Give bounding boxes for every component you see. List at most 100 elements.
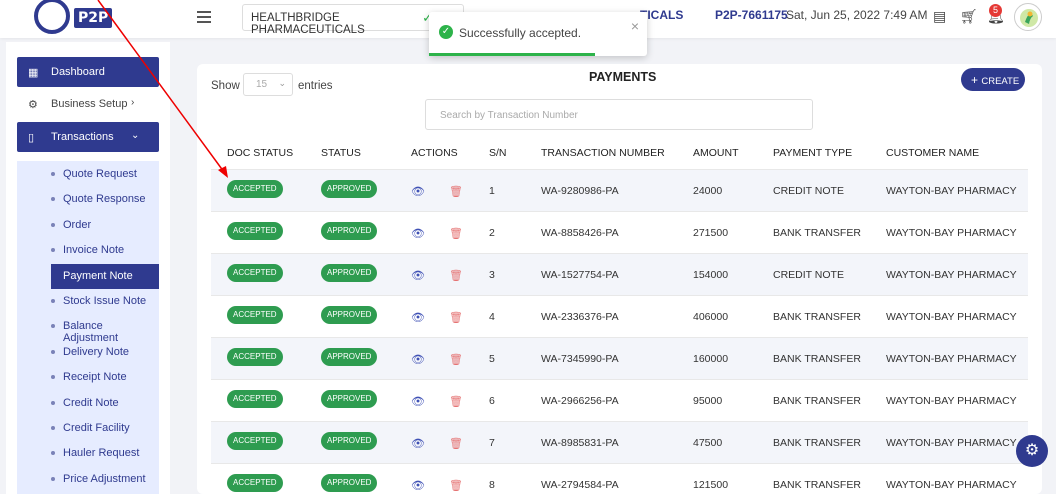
column-header[interactable]: STATUS [321,147,361,159]
doc-status-badge: ACCEPTED [227,474,283,492]
app-logo[interactable]: P2P [34,0,114,36]
transactions-submenu: Quote Request Quote Response Order Invoice … [17,161,159,494]
sidebar-subitem-label: Stock Issue Note [63,295,147,307]
status-badge: APPROVED [321,474,378,492]
cart-icon[interactable]: 🛒︎ [960,8,978,24]
view-icon[interactable]: 👁︎ [411,270,425,282]
amount: 95000 [693,395,723,407]
status-badge: APPROVED [321,390,378,408]
doc-status-badge: ACCEPTED [227,264,283,282]
bullet-icon [51,375,55,380]
delete-icon[interactable]: 🗑︎ [449,354,463,366]
sidebar-subitem-label: Receipt Note [63,371,127,384]
sidebar-subitem-invoice-note[interactable]: Invoice Note [17,238,159,263]
create-button[interactable]: + CREATE [961,68,1025,91]
sidebar-item-label: Transactions [51,131,114,143]
page-size-select[interactable]: 15 ⌄ [243,73,293,96]
amount: 121500 [693,479,729,491]
serial-number: 3 [489,269,495,281]
column-header[interactable]: CUSTOMER NAME [886,147,980,159]
table-row[interactable]: ACCEPTED APPROVED 👁︎ 🗑︎ 6 WA-2966256-PA 95000 B… [211,379,1028,421]
avatar[interactable] [1014,3,1042,31]
doc-status-badge: ACCEPTED [227,180,283,198]
sidebar: ▦ Dashboard ⚙ Business Setup › ▯ Transac… [6,42,170,494]
sidebar-subitem-quote-response[interactable]: Quote Response [17,187,159,212]
table-row[interactable]: ACCEPTED APPROVED 👁︎ 🗑︎ 7 WA-8985831-PA 47500 B… [211,421,1028,463]
search-input[interactable]: Search by Transaction Number [425,99,813,130]
view-icon[interactable]: 👁︎ [411,438,425,450]
table-row[interactable]: ACCEPTED APPROVED 👁︎ 🗑︎ 4 WA-2336376-PA 406000… [211,295,1028,337]
view-icon[interactable]: 👁︎ [411,480,425,492]
payment-type: BANK TRANSFER [773,311,861,323]
sidebar-subitem-label: Quote Response [63,193,146,206]
status-badge: APPROVED [321,432,378,450]
sidebar-subitem-order[interactable]: Order [17,213,159,238]
customer-name: WAYTON-BAY PHARMACY [886,311,1017,323]
view-icon[interactable]: 👁︎ [411,396,425,408]
table-row[interactable]: ACCEPTED APPROVED 👁︎ 🗑︎ 8 WA-2794584-PA 121500… [211,463,1028,494]
serial-number: 8 [489,479,495,491]
chevron-down-icon: ⌄ [278,78,286,88]
column-header[interactable]: ACTIONS [411,147,458,159]
table-header: DOC STATUS STATUS ACTIONS S/N TRANSACTION NU… [211,144,1028,169]
bullet-icon [51,299,55,303]
bullet-icon [51,451,55,456]
bullet-icon [51,426,55,430]
sidebar-subitem-payment-note[interactable]: Payment Note [51,263,159,289]
toast-progress-bar [429,53,595,56]
transactions-icon: ▯ [28,132,35,144]
column-header[interactable]: PAYMENT TYPE [773,147,853,159]
transaction-number: WA-9280986-PA [541,185,619,197]
sidebar-subitem-credit-note[interactable]: Credit Note [17,391,159,416]
gear-icon: ⚙ [1024,442,1040,459]
settings-fab-button[interactable]: ⚙ [1016,435,1048,467]
table-row[interactable]: ACCEPTED APPROVED 👁︎ 🗑︎ 2 WA-8858426-PA 271500… [211,211,1028,253]
gear-icon: ⚙ [28,99,38,111]
table-row[interactable]: ACCEPTED APPROVED 👁︎ 🗑︎ 5 WA-7345990-PA 160000… [211,337,1028,379]
column-header[interactable]: DOC STATUS [227,147,294,159]
menu-toggle-icon[interactable] [197,11,211,23]
status-badge: APPROVED [321,222,378,240]
sidebar-subitem-hauler-request[interactable]: Hauler Request [17,441,159,466]
view-icon[interactable]: 👁︎ [411,186,425,198]
sidebar-subitem-label: Balance Adjustment [63,320,119,345]
table-row[interactable]: ACCEPTED APPROVED 👁︎ 🗑︎ 3 WA-1527754-PA 154000… [211,253,1028,295]
sidebar-subitem-credit-facility[interactable]: Credit Facility [17,416,159,441]
delete-icon[interactable]: 🗑︎ [449,270,463,282]
amount: 271500 [693,227,729,239]
view-icon[interactable]: 👁︎ [411,354,425,366]
sidebar-subitem-receipt-note[interactable]: Receipt Note [17,365,159,390]
table-row[interactable]: ACCEPTED APPROVED 👁︎ 🗑︎ 1 WA-9280986-PA 24000 C… [211,169,1028,211]
sidebar-subitem-quote-request[interactable]: Quote Request [17,162,159,187]
sidebar-subitem-price-adjustment[interactable]: Price Adjustment [17,467,159,492]
column-header[interactable]: TRANSACTION NUMBER [541,147,665,159]
show-label: Show [211,80,240,92]
organization-select[interactable]: HEALTHBRIDGE PHARMACEUTICALS ✓ [242,4,464,36]
delete-icon[interactable]: 🗑︎ [449,186,463,198]
sidebar-subitem-delivery-note[interactable]: Delivery Note [17,340,159,365]
sidebar-item-dashboard[interactable]: ▦ Dashboard [17,57,159,87]
status-badge: APPROVED [321,348,378,366]
column-header[interactable]: AMOUNT [693,147,739,159]
sidebar-item-transactions[interactable]: ▯ Transactions ⌄ [17,122,159,152]
bullet-icon [51,222,55,227]
view-icon[interactable]: 👁︎ [411,312,425,324]
delete-icon[interactable]: 🗑︎ [449,396,463,408]
check-circle-icon: ✓ [439,25,453,39]
delete-icon[interactable]: 🗑︎ [449,312,463,324]
delete-icon[interactable]: 🗑︎ [449,480,463,492]
sidebar-subitem-stock-issue-note[interactable]: Stock Issue Note [17,289,159,314]
view-icon[interactable]: 👁︎ [411,228,425,240]
column-header[interactable]: S/N [489,147,507,159]
sidebar-item-business-setup[interactable]: ⚙ Business Setup › [17,89,159,119]
notification-badge: 5 [989,4,1002,17]
customer-name: WAYTON-BAY PHARMACY [886,437,1017,449]
doc-status-badge: ACCEPTED [227,432,283,450]
close-icon[interactable]: × [630,18,639,34]
transaction-number: WA-7345990-PA [541,353,619,365]
organization-name: TICALS [640,8,684,22]
delete-icon[interactable]: 🗑︎ [449,228,463,240]
document-icon[interactable]: ▤ [933,8,947,24]
sidebar-subitem-balance-adjustment[interactable]: Balance Adjustment [17,314,159,344]
delete-icon[interactable]: 🗑︎ [449,438,463,450]
